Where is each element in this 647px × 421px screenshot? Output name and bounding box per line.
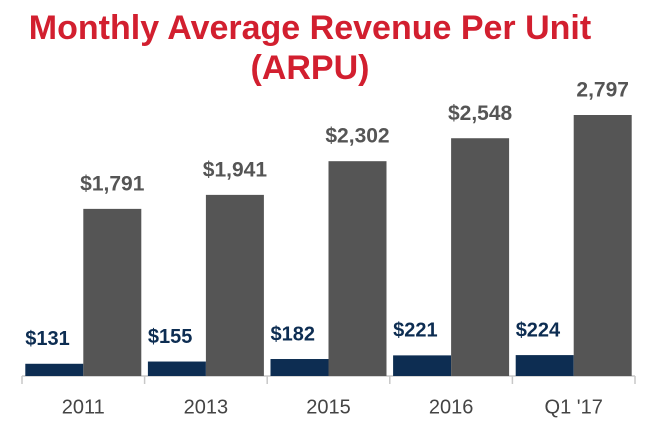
bar [328,161,387,376]
bar [573,115,632,376]
bar [393,355,452,376]
data-label: $2,302 [325,125,389,148]
chart-title: Monthly Average Revenue Per Unit (ARPU) [28,9,592,87]
bar [205,194,264,376]
data-label: $224 [516,319,561,341]
bar [515,355,574,376]
data-label: $182 [271,323,316,345]
x-tick-label: Q1 '17 [545,396,603,418]
x-tick-label: 2011 [62,396,105,418]
x-tick-label: 2013 [184,396,229,418]
data-label: $1,941 [203,158,268,181]
data-label: 2,797 [576,79,629,102]
bar [270,359,329,376]
x-tick-label: 2016 [429,396,474,418]
bar [25,363,84,376]
data-label: $2,548 [448,102,513,125]
bar [83,208,142,376]
bar [147,361,206,376]
data-label: $155 [148,326,193,348]
data-label: $221 [393,320,438,342]
data-label: $1,791 [80,172,145,195]
data-label: $131 [25,328,70,350]
x-tick-label: 2015 [306,396,351,418]
bar [451,138,510,376]
